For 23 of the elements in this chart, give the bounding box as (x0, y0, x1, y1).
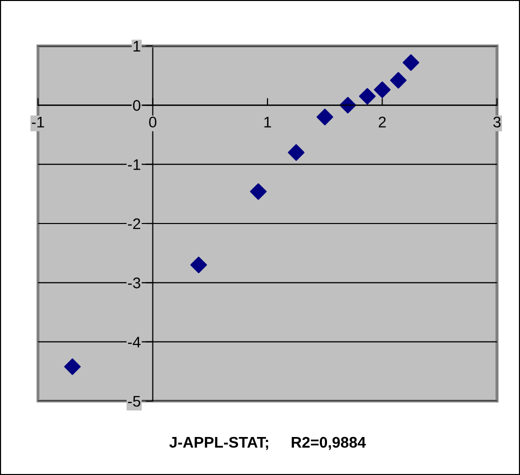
x-tick-label: 3 (493, 116, 501, 128)
point (402, 54, 420, 71)
point (390, 72, 407, 89)
point (359, 88, 376, 105)
x-tick-label: -1 (32, 116, 44, 128)
y-tick-label: -1 (128, 159, 140, 170)
point (190, 256, 207, 274)
y-tick-label: -5 (128, 396, 140, 407)
y-tick-label: -2 (128, 218, 140, 230)
point (250, 183, 267, 200)
y-tick-label: -3 (128, 278, 140, 288)
y-tick-label: 1 (134, 41, 140, 52)
point (316, 108, 334, 126)
y-tick-label: 0 (133, 100, 140, 111)
x-axis-title: J-APPL-STAT; R2=0,9884 (169, 436, 366, 450)
point (374, 81, 391, 98)
x-tick-label: 0 (149, 116, 156, 128)
point (288, 144, 304, 161)
x-tick-label: 1 (264, 116, 272, 128)
point (64, 358, 81, 375)
point (340, 96, 356, 114)
y-tick-label: -4 (128, 336, 140, 348)
x-tick-label: 2 (378, 116, 386, 128)
